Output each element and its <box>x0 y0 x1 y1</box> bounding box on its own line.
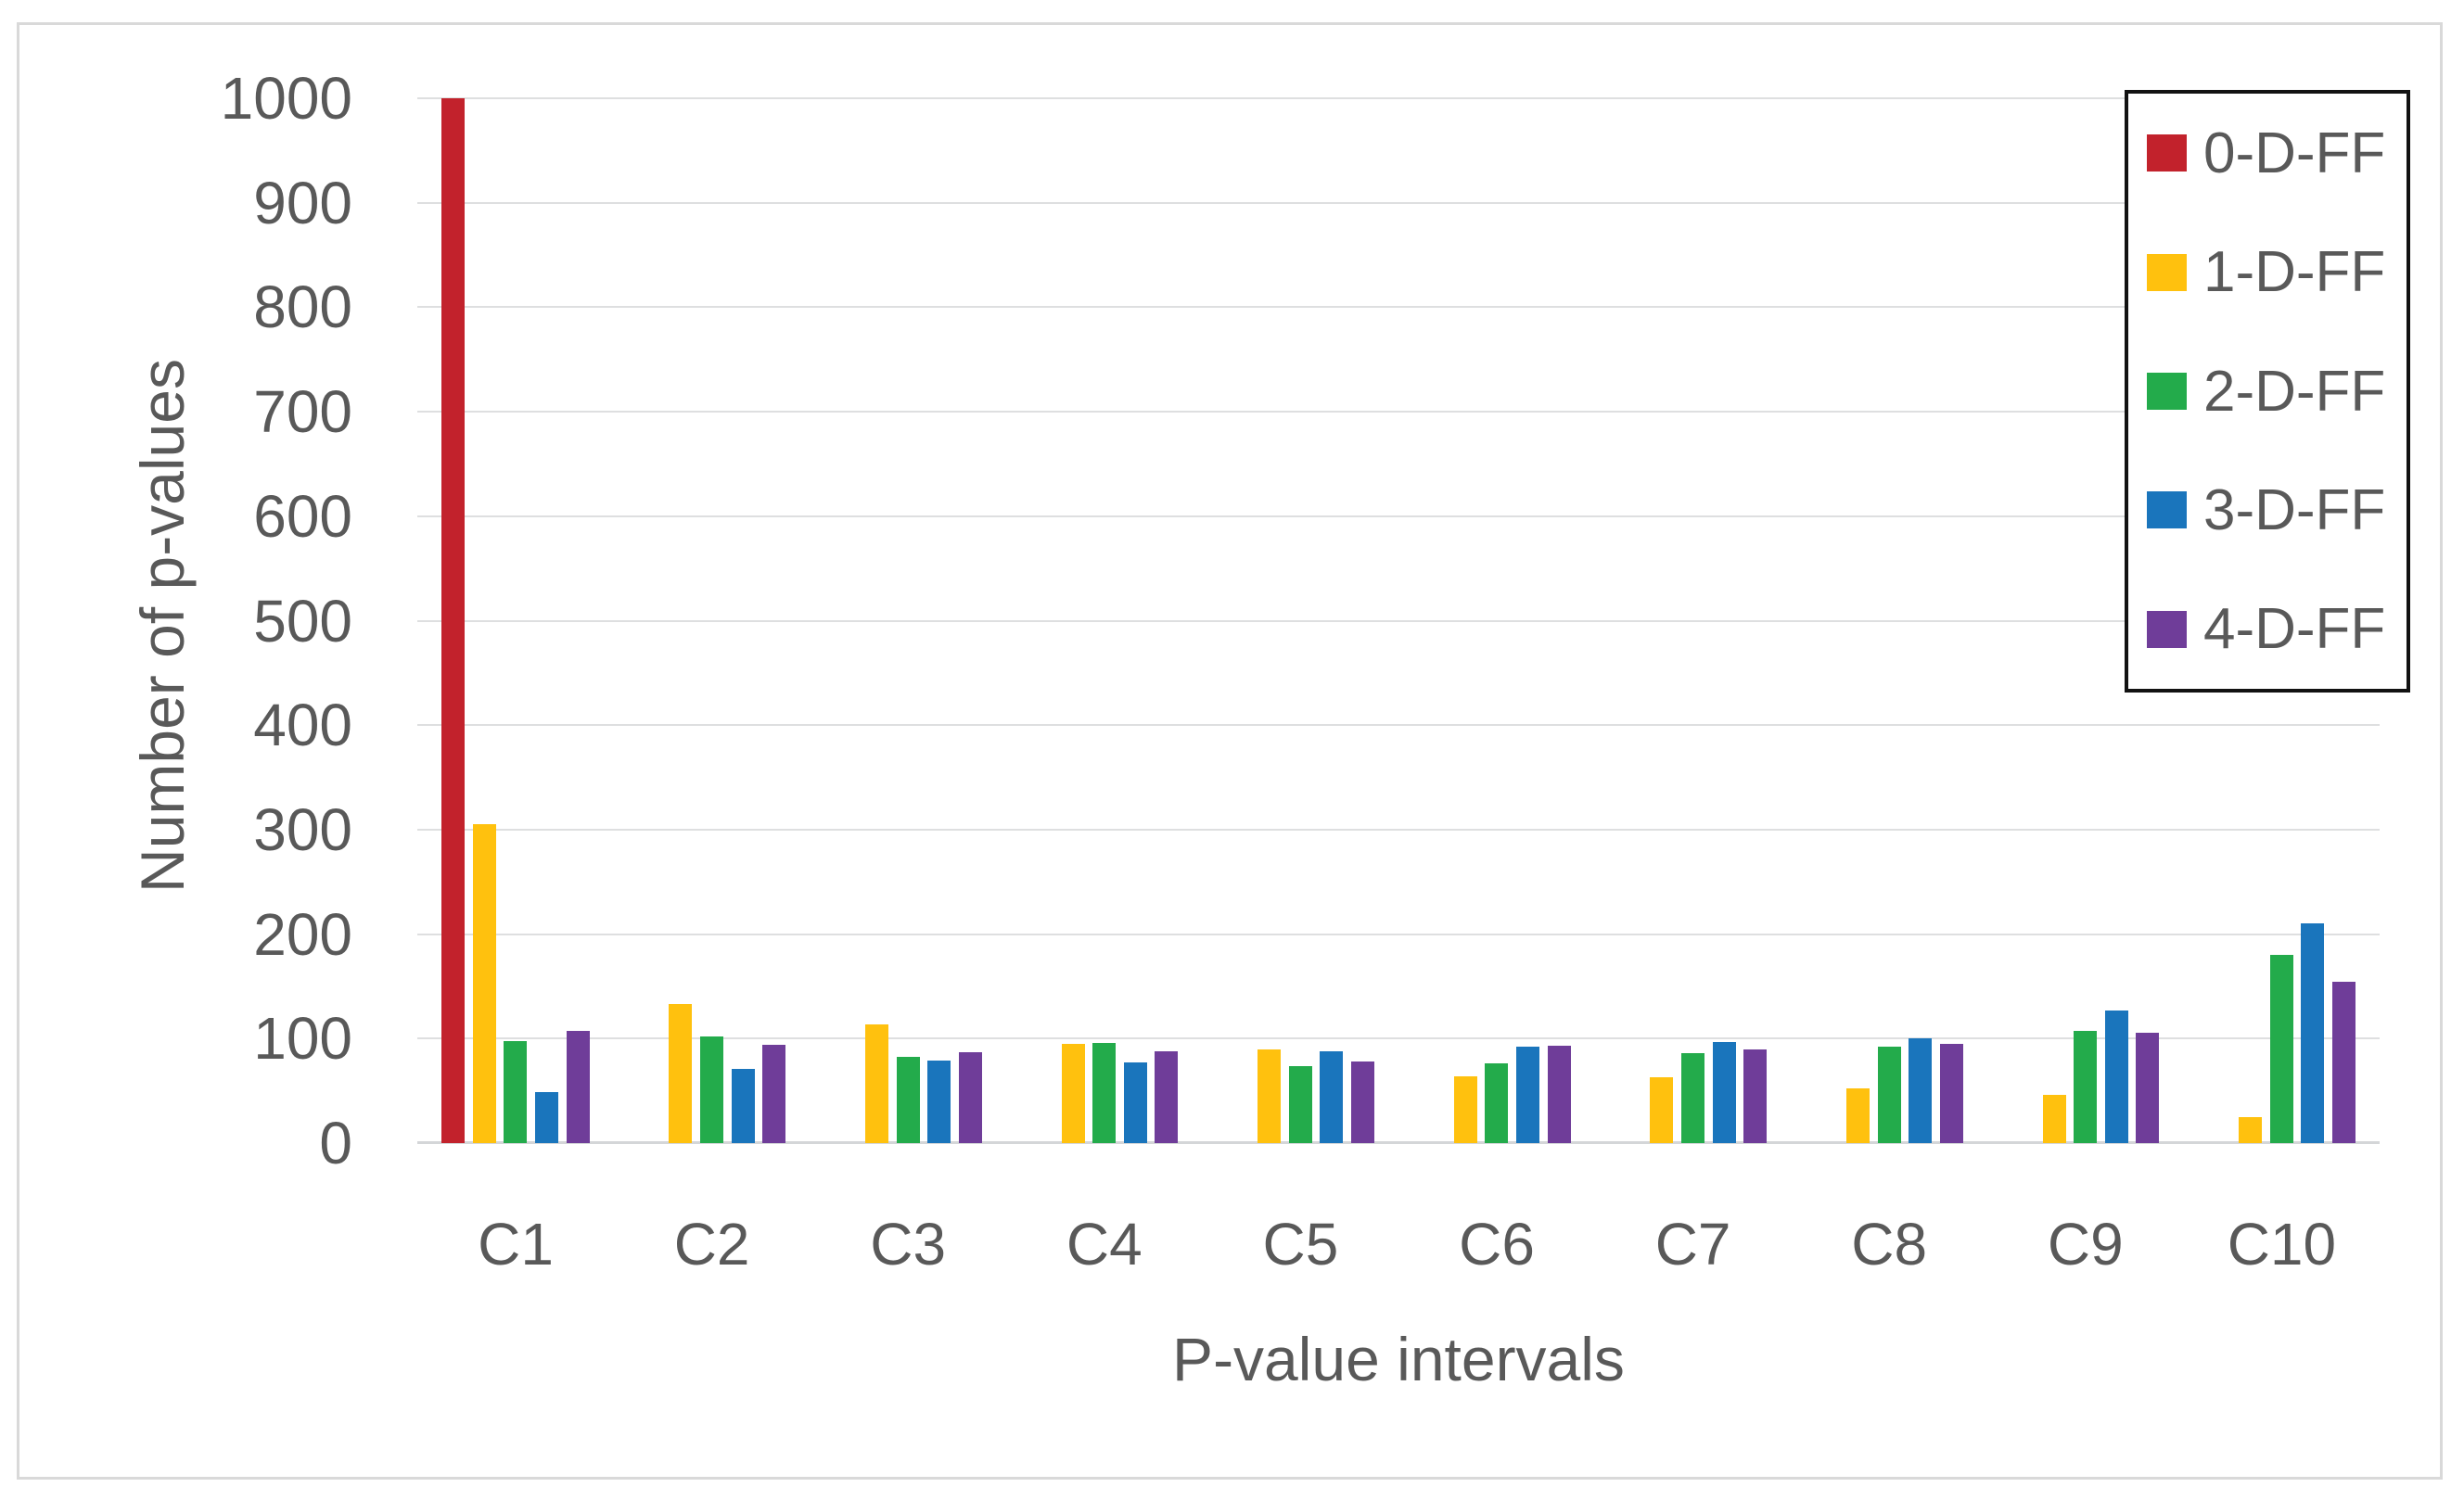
gridline-700 <box>417 411 2380 413</box>
y-tick-label-0: 0 <box>319 1110 352 1176</box>
bar-c2-4-d-ff <box>762 1045 786 1143</box>
bar-c1-0-d-ff <box>441 98 466 1143</box>
x-tick-label-c8: C8 <box>1851 1211 1928 1278</box>
x-tick-label-c10: C10 <box>2227 1211 2337 1278</box>
gridline-400 <box>417 724 2380 727</box>
bar-c8-3-d-ff <box>1909 1038 1933 1143</box>
bar-c3-1-d-ff <box>864 1023 888 1143</box>
gridline-300 <box>417 828 2380 831</box>
legend-item-4-d-ff: 4-D-FF <box>2128 570 2407 689</box>
bar-c4-1-d-ff <box>1061 1043 1085 1143</box>
bar-c6-3-d-ff <box>1515 1047 1539 1143</box>
bar-c7-4-d-ff <box>1743 1049 1768 1143</box>
bar-c2-2-d-ff <box>699 1036 723 1143</box>
figure-border <box>17 22 2443 1480</box>
x-tick-label-c7: C7 <box>1654 1211 1731 1278</box>
legend-label-1-d-ff: 1-D-FF <box>2203 240 2386 305</box>
y-tick-label-400: 400 <box>253 692 352 759</box>
legend-item-2-d-ff: 2-D-FF <box>2128 332 2407 451</box>
y-tick-label-800: 800 <box>253 273 352 341</box>
y-tick-label-500: 500 <box>253 587 352 655</box>
bar-c2-3-d-ff <box>731 1069 755 1143</box>
bar-c9-2-d-ff <box>2074 1031 2098 1143</box>
bar-c4-4-d-ff <box>1155 1050 1179 1143</box>
bar-c10-1-d-ff <box>2239 1116 2263 1143</box>
x-tick-label-c9: C9 <box>2047 1211 2124 1278</box>
bar-c6-4-d-ff <box>1547 1046 1571 1143</box>
legend-swatch-1-d-ff <box>2147 253 2187 291</box>
y-tick-label-700: 700 <box>253 378 352 446</box>
bar-c8-1-d-ff <box>1845 1088 1870 1143</box>
bar-c4-3-d-ff <box>1123 1062 1147 1143</box>
y-tick-label-100: 100 <box>253 1005 352 1073</box>
bar-c3-4-d-ff <box>958 1052 982 1143</box>
x-axis-line <box>417 1141 2380 1144</box>
bar-c3-3-d-ff <box>927 1061 951 1143</box>
x-tick-label-c3: C3 <box>870 1211 947 1278</box>
y-tick-label-200: 200 <box>253 900 352 968</box>
bar-c9-4-d-ff <box>2136 1032 2160 1143</box>
y-tick-label-1000: 1000 <box>220 65 352 132</box>
legend-swatch-2-d-ff <box>2147 373 2187 411</box>
bar-c7-2-d-ff <box>1680 1053 1704 1143</box>
gridline-100 <box>417 1037 2380 1040</box>
y-tick-label-600: 600 <box>253 482 352 550</box>
bar-c5-2-d-ff <box>1288 1065 1312 1143</box>
legend-label-3-d-ff: 3-D-FF <box>2203 477 2386 542</box>
bar-c10-3-d-ff <box>2301 923 2325 1143</box>
legend-label-0-d-ff: 0-D-FF <box>2203 121 2386 185</box>
bar-c6-2-d-ff <box>1485 1063 1509 1143</box>
x-tick-label-c4: C4 <box>1066 1211 1143 1278</box>
x-tick-label-c2: C2 <box>673 1211 750 1278</box>
bar-c7-1-d-ff <box>1650 1077 1674 1143</box>
y-tick-label-900: 900 <box>253 169 352 236</box>
bar-c9-1-d-ff <box>2042 1095 2066 1143</box>
bar-c2-1-d-ff <box>669 1004 693 1143</box>
bar-c9-3-d-ff <box>2104 1010 2128 1143</box>
bar-c5-3-d-ff <box>1320 1050 1344 1143</box>
bar-c1-3-d-ff <box>534 1091 558 1143</box>
gridline-200 <box>417 933 2380 935</box>
legend-label-4-d-ff: 4-D-FF <box>2203 597 2386 662</box>
bar-c10-4-d-ff <box>2331 982 2355 1143</box>
bar-c1-1-d-ff <box>472 824 496 1143</box>
legend-swatch-4-d-ff <box>2147 610 2187 648</box>
y-tick-label-300: 300 <box>253 795 352 863</box>
bar-c6-1-d-ff <box>1453 1075 1477 1143</box>
x-tick-label-c6: C6 <box>1459 1211 1535 1278</box>
y-axis-title: Number of p-values <box>128 359 197 893</box>
bar-c5-1-d-ff <box>1258 1049 1282 1143</box>
gridline-500 <box>417 619 2380 622</box>
gridline-900 <box>417 201 2380 204</box>
legend-swatch-0-d-ff <box>2147 134 2187 172</box>
x-tick-label-c5: C5 <box>1262 1211 1339 1278</box>
gridline-1000 <box>417 97 2380 99</box>
bar-c8-2-d-ff <box>1877 1047 1901 1143</box>
gridline-600 <box>417 515 2380 517</box>
legend-label-2-d-ff: 2-D-FF <box>2203 359 2386 424</box>
bar-c1-2-d-ff <box>504 1040 528 1143</box>
bar-c7-3-d-ff <box>1712 1041 1736 1143</box>
gridline-800 <box>417 306 2380 309</box>
x-tick-label-c1: C1 <box>478 1211 554 1278</box>
bar-c8-4-d-ff <box>1939 1043 1963 1143</box>
legend-swatch-3-d-ff <box>2147 491 2187 529</box>
bar-c4-2-d-ff <box>1092 1042 1117 1143</box>
plot-area <box>417 97 2380 1144</box>
legend-item-0-d-ff: 0-D-FF <box>2128 94 2407 212</box>
legend-item-3-d-ff: 3-D-FF <box>2128 451 2407 569</box>
bar-c3-2-d-ff <box>896 1056 920 1143</box>
bar-c1-4-d-ff <box>566 1031 590 1143</box>
bar-c5-4-d-ff <box>1350 1061 1374 1143</box>
legend: 0-D-FF 1-D-FF 2-D-FF 3-D-FF 4-D-FF <box>2125 90 2410 693</box>
legend-item-1-d-ff: 1-D-FF <box>2128 212 2407 331</box>
bar-c10-2-d-ff <box>2269 955 2293 1143</box>
x-axis-title: P-value intervals <box>1172 1325 1625 1393</box>
